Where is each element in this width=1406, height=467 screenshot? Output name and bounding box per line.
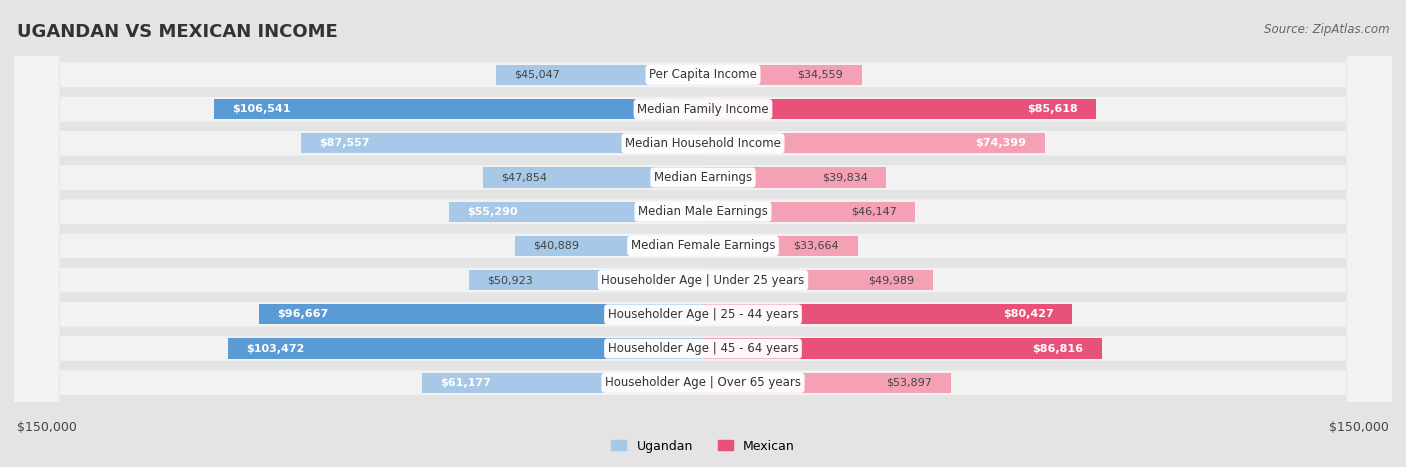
Bar bbox=[703, 270, 932, 290]
Text: $61,177: $61,177 bbox=[440, 378, 491, 388]
FancyBboxPatch shape bbox=[4, 0, 1402, 467]
Bar bbox=[703, 65, 862, 85]
Text: $40,889: $40,889 bbox=[533, 241, 579, 251]
Text: $49,989: $49,989 bbox=[868, 275, 914, 285]
Bar bbox=[259, 304, 703, 325]
FancyBboxPatch shape bbox=[4, 0, 1402, 467]
Text: Source: ZipAtlas.com: Source: ZipAtlas.com bbox=[1264, 23, 1389, 36]
Text: $85,618: $85,618 bbox=[1028, 104, 1078, 114]
Text: Householder Age | 45 - 64 years: Householder Age | 45 - 64 years bbox=[607, 342, 799, 355]
FancyBboxPatch shape bbox=[4, 0, 1402, 467]
Text: $96,667: $96,667 bbox=[277, 309, 329, 319]
Bar bbox=[515, 236, 703, 256]
FancyBboxPatch shape bbox=[4, 0, 1402, 467]
Text: $74,399: $74,399 bbox=[976, 138, 1026, 149]
Bar bbox=[703, 202, 915, 222]
Bar bbox=[703, 339, 1102, 359]
Text: $80,427: $80,427 bbox=[1004, 309, 1054, 319]
Text: $45,047: $45,047 bbox=[515, 70, 561, 80]
Text: Median Female Earnings: Median Female Earnings bbox=[631, 240, 775, 253]
Text: $86,816: $86,816 bbox=[1032, 344, 1084, 354]
Text: $33,664: $33,664 bbox=[793, 241, 839, 251]
Bar bbox=[470, 270, 703, 290]
Text: Median Household Income: Median Household Income bbox=[626, 137, 780, 150]
Text: $53,897: $53,897 bbox=[886, 378, 932, 388]
Bar bbox=[703, 304, 1073, 325]
Text: $87,557: $87,557 bbox=[319, 138, 370, 149]
Text: Householder Age | 25 - 44 years: Householder Age | 25 - 44 years bbox=[607, 308, 799, 321]
Bar bbox=[422, 373, 703, 393]
FancyBboxPatch shape bbox=[4, 0, 1402, 467]
Bar bbox=[484, 167, 703, 188]
Text: Householder Age | Over 65 years: Householder Age | Over 65 years bbox=[605, 376, 801, 389]
Text: $34,559: $34,559 bbox=[797, 70, 844, 80]
Bar bbox=[214, 99, 703, 119]
Text: Median Male Earnings: Median Male Earnings bbox=[638, 205, 768, 218]
Bar bbox=[228, 339, 703, 359]
Text: $150,000: $150,000 bbox=[1329, 421, 1389, 434]
FancyBboxPatch shape bbox=[4, 0, 1402, 467]
Text: $103,472: $103,472 bbox=[246, 344, 305, 354]
Legend: Ugandan, Mexican: Ugandan, Mexican bbox=[606, 435, 800, 458]
FancyBboxPatch shape bbox=[4, 0, 1402, 467]
Bar bbox=[496, 65, 703, 85]
Text: Per Capita Income: Per Capita Income bbox=[650, 68, 756, 81]
Text: $106,541: $106,541 bbox=[232, 104, 291, 114]
Bar bbox=[703, 167, 886, 188]
FancyBboxPatch shape bbox=[4, 0, 1402, 467]
Text: $39,834: $39,834 bbox=[821, 172, 868, 183]
Text: UGANDAN VS MEXICAN INCOME: UGANDAN VS MEXICAN INCOME bbox=[17, 23, 337, 42]
FancyBboxPatch shape bbox=[4, 0, 1402, 467]
Bar bbox=[703, 133, 1045, 153]
Text: Median Family Income: Median Family Income bbox=[637, 103, 769, 115]
Text: $150,000: $150,000 bbox=[17, 421, 77, 434]
Text: Median Earnings: Median Earnings bbox=[654, 171, 752, 184]
Text: $46,147: $46,147 bbox=[851, 207, 897, 217]
Text: $55,290: $55,290 bbox=[467, 207, 517, 217]
Bar bbox=[703, 373, 950, 393]
Bar bbox=[449, 202, 703, 222]
Text: $47,854: $47,854 bbox=[502, 172, 547, 183]
FancyBboxPatch shape bbox=[4, 0, 1402, 467]
Bar bbox=[703, 99, 1097, 119]
Bar bbox=[301, 133, 703, 153]
Text: $50,923: $50,923 bbox=[488, 275, 533, 285]
Text: Householder Age | Under 25 years: Householder Age | Under 25 years bbox=[602, 274, 804, 287]
Bar bbox=[703, 236, 858, 256]
